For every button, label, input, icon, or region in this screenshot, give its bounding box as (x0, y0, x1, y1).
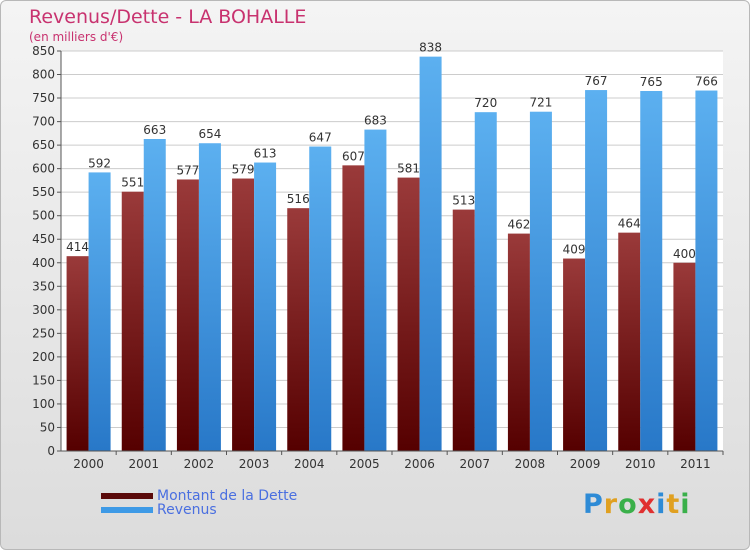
bar-revenus (640, 91, 663, 451)
chart-subtitle: (en milliers d'€) (29, 30, 124, 44)
y-tick-label: 550 (32, 185, 55, 199)
legend-label-revenus: Revenus (157, 502, 217, 518)
data-label-revenus: 663 (143, 123, 166, 137)
legend-item-revenus: Revenus (101, 502, 217, 518)
data-label-dette: 464 (618, 217, 641, 231)
bar-dette (287, 208, 310, 451)
data-label-dette: 607 (342, 149, 365, 163)
data-label-revenus: 613 (254, 147, 277, 161)
x-tick-label: 2007 (459, 457, 490, 471)
bar-dette (563, 258, 586, 451)
y-tick-label: 400 (32, 256, 55, 270)
logo-letter: i (680, 489, 691, 520)
data-label-dette: 551 (121, 176, 144, 190)
bar-dette (232, 178, 255, 451)
x-tick-label: 2011 (680, 457, 711, 471)
x-tick-label: 2001 (128, 457, 159, 471)
x-tick-label: 2005 (349, 457, 380, 471)
y-tick-label: 500 (32, 209, 55, 223)
bar-revenus (364, 129, 387, 451)
bar-revenus (419, 56, 442, 451)
y-tick-label: 700 (32, 115, 55, 129)
y-tick-label: 150 (32, 373, 55, 387)
x-tick-label: 2003 (239, 457, 270, 471)
x-tick-label: 2002 (184, 457, 215, 471)
x-tick-label: 2004 (294, 457, 325, 471)
legend-label-dette: Montant de la Dette (157, 488, 298, 504)
y-tick-label: 50 (40, 420, 55, 434)
data-label-dette: 581 (397, 162, 420, 176)
data-label-dette: 400 (673, 247, 696, 261)
data-label-revenus: 838 (419, 41, 442, 55)
bar-dette (121, 191, 144, 452)
data-label-revenus: 765 (640, 75, 663, 89)
bar-revenus (143, 139, 166, 451)
bar-dette (507, 233, 530, 451)
bar-dette (342, 165, 365, 451)
data-label-revenus: 654 (198, 127, 221, 141)
bar-revenus (695, 90, 718, 451)
data-label-revenus: 721 (529, 96, 552, 110)
y-tick-label: 300 (32, 303, 55, 317)
bar-dette (452, 209, 475, 451)
data-label-revenus: 720 (474, 96, 497, 110)
x-tick-label: 2010 (625, 457, 656, 471)
data-label-revenus: 647 (309, 131, 332, 145)
y-tick-label: 200 (32, 350, 55, 364)
data-label-dette: 579 (232, 163, 255, 177)
bar-revenus (474, 112, 497, 452)
x-tick-label: 2008 (515, 457, 546, 471)
bar-dette (673, 262, 696, 451)
y-tick-label: 850 (32, 44, 55, 58)
bar-revenus (88, 172, 111, 452)
bar-revenus (585, 90, 608, 451)
bar-dette (618, 232, 641, 451)
logo-letter: P (583, 489, 604, 520)
plot-area (61, 51, 723, 451)
proxiti-logo: Proxiti (583, 489, 691, 520)
bar-dette (176, 179, 199, 451)
y-tick-label: 250 (32, 326, 55, 340)
y-tick-label: 350 (32, 279, 55, 293)
logo-letter: t (666, 489, 681, 520)
data-label-dette: 577 (176, 163, 199, 177)
logo-letter: r (603, 489, 619, 520)
bar-dette (66, 256, 89, 451)
y-tick-label: 800 (32, 68, 55, 82)
logo-letter: i (656, 489, 667, 520)
y-tick-label: 0 (47, 444, 55, 458)
data-label-dette: 409 (563, 243, 586, 257)
data-label-revenus: 683 (364, 114, 387, 128)
x-tick-label: 2009 (570, 457, 601, 471)
y-tick-label: 650 (32, 138, 55, 152)
bar-revenus (529, 111, 552, 452)
data-label-revenus: 767 (585, 74, 608, 88)
legend-item-dette: Montant de la Dette (101, 488, 297, 504)
bar-dette (397, 177, 420, 451)
x-tick-label: 2000 (73, 457, 104, 471)
logo-letter: x (637, 489, 657, 520)
bar-revenus (309, 146, 332, 451)
data-label-revenus: 592 (88, 156, 111, 170)
bar-revenus (254, 162, 277, 451)
y-tick-label: 750 (32, 91, 55, 105)
legend-swatch-revenus (101, 507, 153, 513)
y-tick-label: 100 (32, 397, 55, 411)
data-label-dette: 462 (507, 218, 530, 232)
legend-swatch-dette (101, 493, 153, 499)
data-label-dette: 516 (287, 192, 310, 206)
bar-revenus (198, 143, 221, 451)
data-label-dette: 414 (66, 240, 89, 254)
y-tick-label: 600 (32, 162, 55, 176)
chart-title: Revenus/Dette - LA BOHALLE (29, 6, 307, 28)
data-label-revenus: 766 (695, 75, 718, 89)
y-tick-label: 450 (32, 232, 55, 246)
data-label-dette: 513 (452, 194, 475, 208)
logo-letter: o (618, 489, 638, 520)
x-tick-label: 2006 (404, 457, 435, 471)
